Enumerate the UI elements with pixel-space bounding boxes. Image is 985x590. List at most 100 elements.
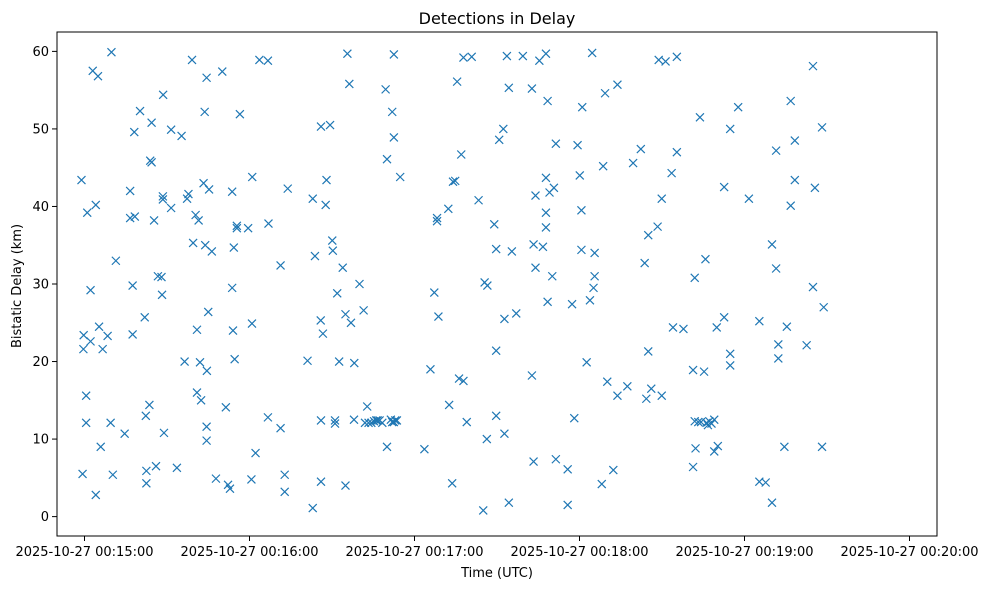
data-point-145 [392,416,402,425]
data-point-39 [153,271,163,281]
data-point-204 [563,500,573,510]
data-point-252 [701,254,710,264]
data-point-258 [709,447,719,456]
data-point-155 [447,478,457,488]
data-point-104 [316,477,326,487]
data-point-214 [587,48,597,58]
data-point-7 [86,336,95,346]
data-point-128 [364,418,373,428]
data-point-27 [130,212,140,221]
data-point-270 [761,478,771,487]
data-point-135 [381,84,391,94]
data-point-28 [135,106,145,116]
data-point-184 [527,371,537,380]
data-point-224 [613,391,622,401]
data-point-52 [184,189,193,199]
data-point-245 [690,273,700,283]
data-point-207 [573,140,582,150]
data-point-121 [346,318,356,328]
data-point-154 [444,400,454,410]
data-point-109 [325,120,335,130]
data-point-287 [817,122,827,132]
data-point-177 [500,429,509,439]
data-point-227 [636,144,646,154]
data-point-32 [141,478,151,488]
data-point-186 [529,240,538,249]
data-point-187 [529,457,538,466]
data-point-67 [202,366,212,376]
data-point-102 [316,316,326,325]
data-point-5 [81,391,91,401]
data-point-113 [330,419,340,428]
data-point-79 [229,243,239,252]
data-point-60 [196,395,206,405]
x-tick-label-5: 2025-10-27 00:20:00 [840,545,978,560]
data-point-262 [719,182,729,192]
data-point-161 [459,53,468,63]
data-point-185 [527,84,537,94]
data-point-260 [713,441,723,451]
data-point-13 [94,322,104,332]
data-point-199 [547,271,557,281]
data-point-11 [91,490,101,500]
y-axis: 0 10 20 30 40 50 60 [32,45,57,525]
data-point-165 [474,195,483,205]
data-point-18 [107,47,116,57]
data-point-144 [390,416,400,425]
x-tick-label-1: 2025-10-27 00:16:00 [180,545,318,560]
data-point-15 [98,344,108,354]
data-point-77 [227,283,237,293]
data-point-268 [754,316,764,326]
data-point-248 [693,417,703,427]
data-point-115 [334,357,344,366]
data-point-103 [316,122,326,132]
data-point-66 [202,436,212,446]
data-point-91 [263,412,273,422]
data-point-146 [395,172,405,182]
data-point-170 [489,219,499,229]
x-axis-label: Time (UTC) [460,566,533,581]
x-tick-label-4: 2025-10-27 00:19:00 [675,545,813,560]
data-point-94 [276,260,285,270]
data-point-282 [790,175,800,185]
data-point-211 [577,102,587,112]
data-point-2 [78,344,88,354]
data-point-210 [577,245,586,255]
data-point-217 [590,271,600,281]
data-point-75 [225,484,235,494]
data-point-50 [180,357,190,366]
data-point-274 [771,264,781,273]
data-point-90 [263,56,273,66]
data-point-273 [771,146,781,156]
data-point-160 [456,150,466,159]
data-point-131 [371,416,381,425]
data-point-40 [157,272,166,282]
data-point-129 [366,418,376,428]
data-point-100 [310,251,320,261]
data-point-237 [661,57,670,66]
data-point-191 [538,242,548,252]
data-point-95 [280,487,290,497]
data-point-275 [773,340,783,349]
data-point-10 [91,200,101,210]
data-point-97 [283,184,293,194]
data-point-173 [491,411,501,421]
data-point-157 [450,176,460,186]
data-point-289 [819,302,829,312]
data-point-151 [432,216,442,226]
data-point-8 [86,285,95,295]
data-point-56 [192,388,202,397]
data-point-259 [712,322,722,332]
data-point-149 [429,288,439,297]
data-point-31 [141,466,151,476]
data-point-272 [767,498,777,508]
data-point-89 [254,55,264,65]
data-point-116 [338,263,348,273]
data-point-277 [779,442,789,452]
data-point-70 [207,247,217,256]
y-tick-label-6: 60 [32,45,49,60]
data-point-251 [699,367,709,377]
data-point-208 [575,171,585,180]
data-point-263 [725,360,735,370]
data-point-219 [598,161,608,171]
